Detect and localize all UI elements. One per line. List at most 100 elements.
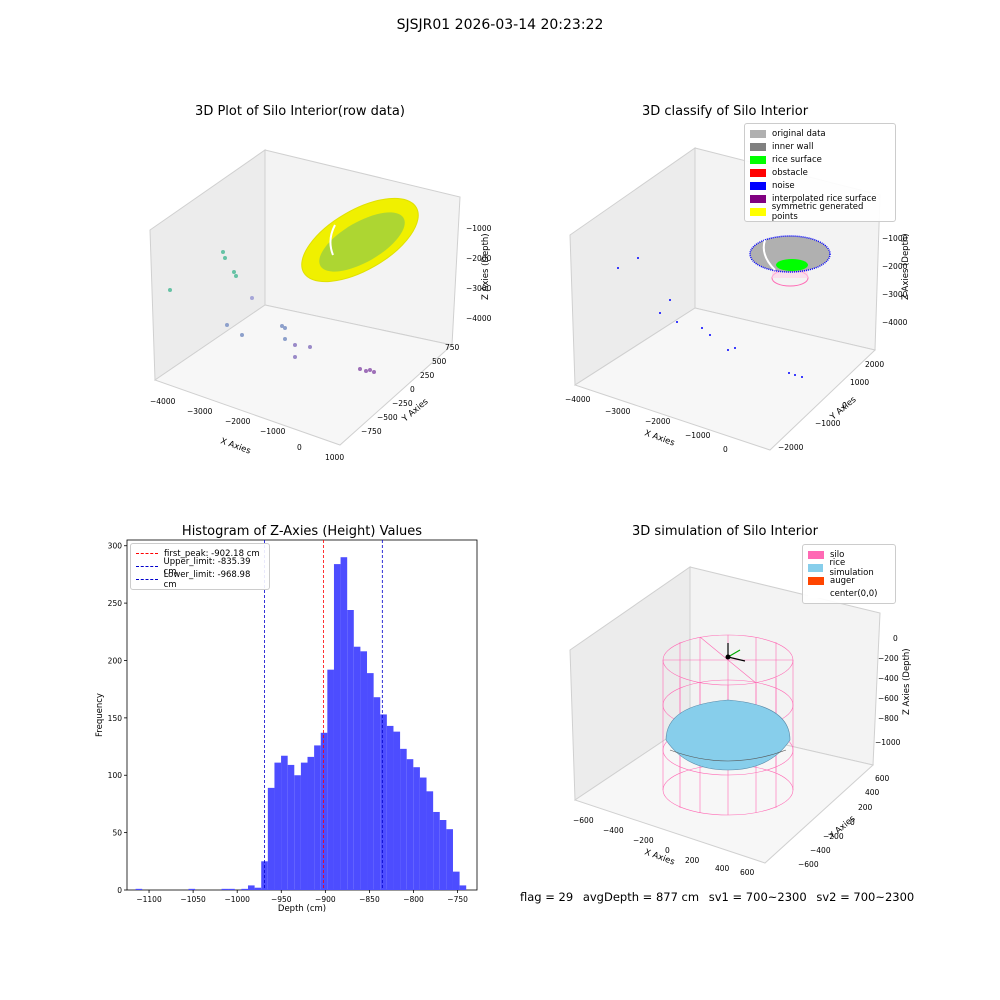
- histogram-bar: [426, 791, 434, 890]
- histogram-bars: [135, 557, 467, 890]
- histogram-bar: [373, 697, 381, 890]
- flag-value: flag = 29: [520, 890, 574, 904]
- histogram-bar: [367, 673, 374, 890]
- simulation-ztick: −600: [878, 694, 899, 703]
- rice-simulation-surface: [665, 699, 791, 771]
- histogram-bar: [254, 887, 262, 890]
- legend-label: noise: [772, 180, 795, 191]
- histogram-y-tick-label: 200: [108, 656, 123, 665]
- legend-line: [136, 579, 158, 580]
- histogram-ylabel: Frequency: [95, 693, 105, 737]
- histogram-reference-lines: [264, 540, 383, 890]
- classify-ztick: −3000: [882, 290, 908, 299]
- classify-ytick: 1000: [850, 378, 869, 387]
- legend-swatch: [808, 550, 824, 559]
- histogram-bar: [294, 775, 301, 890]
- legend-line: [136, 566, 158, 567]
- raw-xtick: 0: [297, 443, 302, 452]
- simulation-xtick: −400: [603, 826, 624, 835]
- simulation-legend: silo rice simulation auger center(0,0): [802, 544, 896, 604]
- simulation-ytick: −400: [810, 846, 831, 855]
- simulation-ytick: 600: [875, 774, 890, 783]
- legend-label: inner wall: [772, 141, 814, 152]
- histogram-legend: first_peak: -902.18 cm Upper_limit: -835…: [130, 543, 270, 590]
- legend-swatch: [750, 168, 766, 177]
- raw-ytick: 0: [410, 385, 415, 394]
- legend-label: Upper_limit: -835.39 cm: [163, 556, 251, 577]
- raw-ytick: −750: [361, 427, 382, 436]
- histogram-bar: [221, 888, 229, 890]
- histogram-y-tick-label: 0: [117, 886, 122, 895]
- simulation-legend-entry: auger: [808, 574, 890, 587]
- legend-swatch: [808, 589, 824, 598]
- raw-scatter-points: [168, 250, 376, 374]
- legend-swatch: [750, 142, 766, 151]
- classify-xtick: −4000: [565, 395, 591, 404]
- histogram-bar: [340, 557, 348, 890]
- classify-noise-points: [617, 257, 803, 378]
- raw-zlabel: Z Axies (Depth): [481, 233, 491, 300]
- histogram-bar: [314, 745, 321, 890]
- raw-xtick: −4000: [150, 397, 176, 406]
- raw-ztick: −4000: [466, 314, 492, 323]
- histogram-bar: [135, 888, 143, 890]
- simulation-legend-entry: silo: [808, 548, 890, 561]
- classify-ztick: −4000: [882, 318, 908, 327]
- legend-label: rice surface: [772, 154, 822, 165]
- classify-legend-entry: inner wall: [750, 140, 890, 153]
- legend-swatch: [750, 181, 766, 190]
- raw-xtick: −1000: [260, 427, 286, 436]
- simulation-ztick: −400: [878, 674, 899, 683]
- status-footer: flag = 29 avgDepth = 877 cm sv1 = 700~23…: [520, 890, 920, 904]
- histogram-bar: [281, 755, 288, 890]
- histogram-bar: [393, 731, 401, 890]
- legend-swatch: [750, 155, 766, 164]
- histogram-x-tick-label: −750: [447, 895, 468, 904]
- histogram-x-tick-label: −1050: [180, 895, 206, 904]
- simulation-3d-plot: −600 −400 −200 0 200 400 600 −600 −400 −…: [569, 566, 912, 875]
- histogram-bar: [228, 888, 235, 890]
- legend-swatch: [808, 576, 824, 585]
- classify-plot-title: 3D classify of Silo Interior: [641, 104, 809, 119]
- figure-title: SJSJR01 2026-03-14 20:23:22: [396, 17, 604, 33]
- classify-xtick: −2000: [645, 417, 671, 426]
- simulation-xtick: 0: [665, 846, 670, 855]
- classify-legend-entry: original data: [750, 127, 890, 140]
- classify-xtick: −3000: [605, 407, 631, 416]
- histogram-x-tick-label: −950: [271, 895, 292, 904]
- histogram-bar: [347, 610, 354, 890]
- raw-3d-plot: −4000 −3000 −2000 −1000 0 1000 −750 −500…: [149, 149, 492, 460]
- histogram-chart: −1100 −1050 −1000 −950 −900 −850 −800 −750 0 50 1…: [95, 539, 478, 914]
- raw-ytick: −250: [392, 399, 413, 408]
- histogram-bar: [333, 564, 341, 890]
- histogram-bar: [241, 888, 249, 890]
- histogram-x-tick-label: −1000: [225, 895, 251, 904]
- histogram-bar: [287, 764, 295, 890]
- legend-label: first_peak: -902.18 cm: [164, 548, 260, 559]
- classify-tick-labels: −4000 −3000 −2000 −1000 0 −2000 −1000 0 …: [565, 234, 908, 454]
- simulation-ytick: 400: [865, 788, 880, 797]
- histogram-xlabel: Depth (cm): [278, 904, 326, 914]
- histogram-bar: [307, 756, 315, 890]
- raw-ytick: 750: [445, 343, 460, 352]
- legend-label: original data: [772, 128, 826, 139]
- legend-swatch: [750, 129, 766, 138]
- simulation-legend-entry: center(0,0): [808, 587, 890, 600]
- raw-plot-title: 3D Plot of Silo Interior(row data): [195, 104, 405, 119]
- legend-label: rice simulation: [829, 557, 874, 578]
- histogram-y-tick-label: 50: [112, 829, 122, 838]
- simulation-ztick: −1000: [875, 738, 901, 747]
- histogram-bar: [459, 885, 467, 890]
- classify-legend-entry: rice surface: [750, 153, 890, 166]
- legend-label: auger: [830, 575, 855, 586]
- histogram-bar: [406, 759, 414, 890]
- legend-line: [136, 553, 158, 554]
- classify-xtick: 0: [723, 445, 728, 454]
- simulation-ytick: 0: [850, 818, 855, 827]
- classify-legend-entry: noise: [750, 179, 890, 192]
- histogram-y-tick-label: 300: [108, 542, 123, 551]
- histogram-bar: [327, 669, 334, 890]
- classify-zlabel: Z Axies (Depth): [901, 233, 910, 300]
- raw-ytick: 250: [420, 371, 435, 380]
- legend-label: interpolated rice surface: [772, 193, 877, 204]
